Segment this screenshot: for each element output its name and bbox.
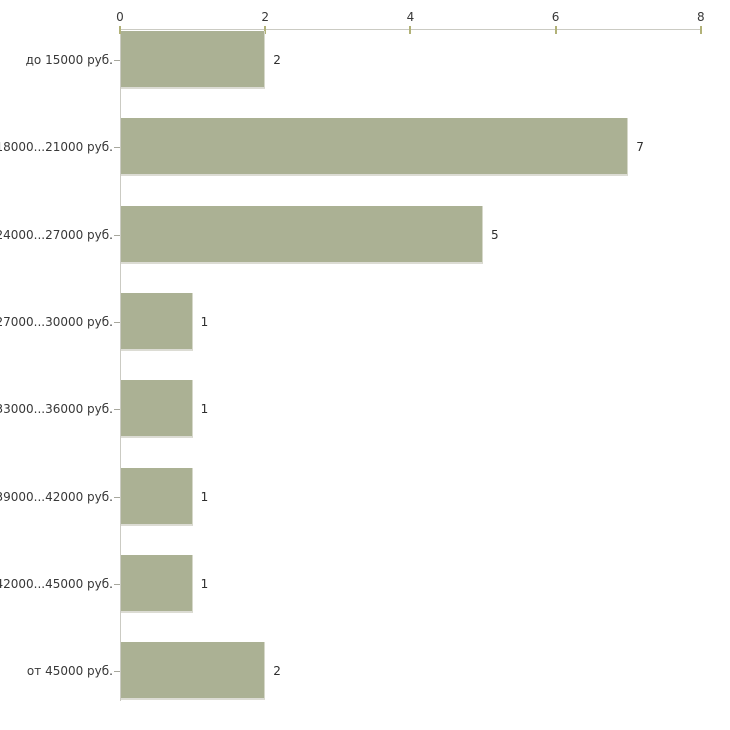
y-tick-mark xyxy=(114,671,120,672)
y-tick-mark xyxy=(114,322,120,323)
bar xyxy=(121,467,193,526)
value-label: 1 xyxy=(200,314,209,329)
category-label: до 15000 руб. xyxy=(25,53,113,67)
category-label: 42000...45000 руб. xyxy=(0,576,113,591)
bar xyxy=(121,31,266,89)
category-label: 18000...21000 руб. xyxy=(0,140,113,155)
y-tick-mark xyxy=(114,409,120,410)
bar xyxy=(121,554,193,613)
x-tick-label: 6 xyxy=(551,10,560,24)
category-label: 24000...27000 руб. xyxy=(0,227,113,242)
category-label: 27000...30000 руб. xyxy=(0,314,113,329)
y-tick-mark xyxy=(114,60,120,61)
x-tick-label: 4 xyxy=(406,10,415,24)
x-tick-mark xyxy=(264,26,267,34)
x-tick-label: 8 xyxy=(696,10,705,24)
bar xyxy=(121,380,193,439)
x-tick-mark xyxy=(119,26,121,34)
value-label: 5 xyxy=(491,227,499,242)
x-tick-label: 0 xyxy=(116,10,124,24)
y-tick-mark xyxy=(114,584,120,585)
value-label: 1 xyxy=(200,489,209,504)
bar xyxy=(121,118,629,177)
x-tick-mark xyxy=(699,26,702,34)
category-label: от 45000 руб. xyxy=(26,664,113,679)
y-tick-mark xyxy=(114,497,120,498)
x-tick-mark xyxy=(554,26,557,34)
bar xyxy=(121,292,193,351)
value-label: 2 xyxy=(273,53,281,67)
x-tick-label: 2 xyxy=(261,10,269,24)
bar xyxy=(121,205,483,264)
x-tick-mark xyxy=(409,26,412,34)
category-label: 33000...36000 руб. xyxy=(0,402,113,417)
value-label: 7 xyxy=(636,140,644,155)
value-label: 1 xyxy=(200,576,209,591)
category-label: 39000...42000 руб. xyxy=(0,489,113,504)
bar xyxy=(121,642,266,701)
y-tick-mark xyxy=(114,235,120,236)
value-label: 1 xyxy=(200,402,209,417)
y-axis-line xyxy=(120,29,121,701)
y-tick-mark xyxy=(114,147,120,148)
value-label: 2 xyxy=(273,664,281,679)
